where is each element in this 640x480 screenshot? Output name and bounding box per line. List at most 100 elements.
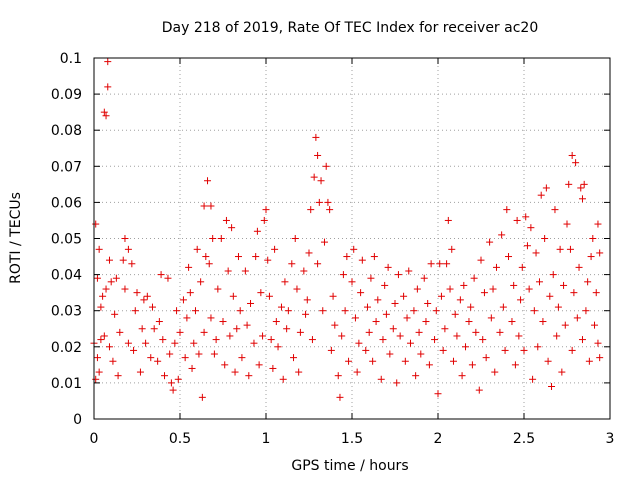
data-point (422, 318, 430, 326)
data-point (465, 318, 473, 326)
data-point (307, 206, 315, 214)
data-point (434, 390, 442, 398)
x-tick-label: 2 (434, 431, 443, 447)
data-point (508, 318, 516, 326)
y-axis-label: ROTI / TECUs (8, 192, 24, 284)
data-point (104, 58, 112, 66)
data-point (391, 299, 399, 307)
data-point (596, 354, 604, 362)
data-point (553, 332, 561, 340)
data-point (592, 289, 600, 297)
data-point (369, 357, 377, 365)
data-point (197, 278, 205, 286)
data-point (121, 235, 129, 242)
data-point (582, 307, 590, 315)
data-point (412, 372, 420, 380)
data-point (554, 303, 562, 311)
data-point (394, 271, 402, 279)
data-point (295, 368, 303, 376)
data-point (446, 285, 454, 293)
data-point (250, 339, 258, 347)
data-point (437, 292, 445, 300)
data-point (372, 318, 380, 326)
data-point (102, 285, 110, 293)
data-point (489, 285, 497, 293)
data-point (324, 198, 332, 206)
data-point (317, 177, 325, 185)
data-point (121, 285, 129, 293)
data-point (200, 202, 208, 210)
grid-lines (94, 58, 610, 419)
data-point (142, 339, 150, 347)
data-point (431, 336, 439, 344)
data-point (363, 303, 371, 311)
data-point (238, 354, 246, 362)
data-point (241, 267, 249, 275)
data-point (92, 220, 100, 228)
data-point (580, 180, 588, 188)
data-point (339, 271, 347, 279)
data-point (252, 253, 260, 261)
data-point (257, 289, 265, 297)
data-point (133, 289, 141, 297)
data-point (468, 361, 476, 369)
data-point (259, 332, 267, 340)
data-point (161, 372, 169, 380)
data-point (207, 314, 215, 322)
data-point (105, 343, 113, 351)
x-tick-label: 2.5 (513, 431, 535, 447)
data-point (274, 343, 282, 351)
data-point (281, 278, 289, 286)
data-point (510, 281, 518, 289)
data-point (157, 271, 165, 279)
data-point (453, 332, 461, 340)
data-point (267, 336, 275, 344)
data-point (386, 350, 394, 358)
data-point (427, 260, 435, 268)
data-point (338, 332, 346, 340)
y-tick-label: 0.07 (51, 159, 82, 175)
data-point (451, 310, 459, 318)
data-point (100, 332, 108, 340)
data-point (520, 346, 528, 354)
data-point (572, 159, 580, 167)
data-point (578, 195, 586, 203)
data-point (410, 307, 418, 315)
data-point (124, 339, 132, 347)
data-point (594, 220, 602, 228)
data-points (90, 58, 604, 401)
data-point (159, 336, 167, 344)
data-point (231, 368, 239, 376)
data-point (482, 354, 490, 362)
data-point (214, 285, 222, 293)
data-point (181, 354, 189, 362)
data-point (221, 361, 229, 369)
data-point (305, 249, 313, 257)
data-point (234, 253, 242, 261)
data-point (568, 151, 576, 159)
data-point (491, 368, 499, 376)
data-point (329, 292, 337, 300)
data-point (487, 314, 495, 322)
data-point (548, 383, 556, 391)
data-point (522, 213, 530, 221)
data-point (97, 336, 105, 344)
data-point (498, 231, 506, 239)
data-point (370, 253, 378, 261)
data-point (345, 357, 353, 365)
data-point (93, 274, 101, 282)
data-point (456, 296, 464, 304)
data-point (186, 289, 194, 297)
data-point (217, 235, 225, 242)
data-point (154, 357, 162, 365)
data-point (546, 292, 554, 300)
chart-title: Day 218 of 2019, Rate Of TEC Index for r… (162, 20, 538, 36)
data-point (210, 350, 218, 358)
data-point (400, 292, 408, 300)
data-point (460, 281, 468, 289)
data-point (448, 245, 456, 253)
data-point (573, 314, 581, 322)
data-point (377, 375, 385, 383)
data-point (551, 206, 559, 214)
data-point (185, 263, 193, 271)
